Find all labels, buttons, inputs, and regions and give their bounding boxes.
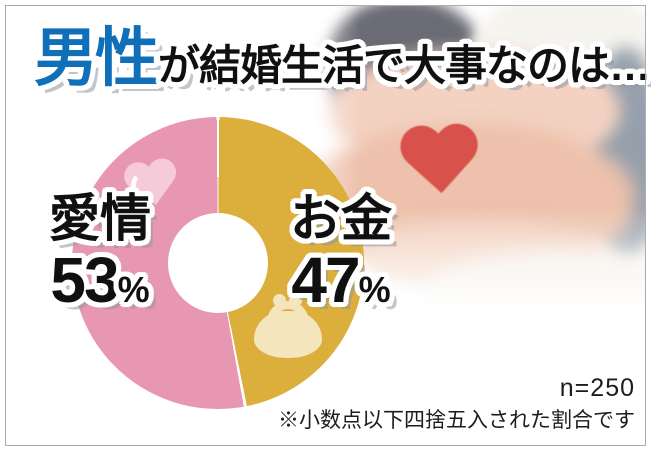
purse-body	[254, 311, 322, 358]
donut-hole	[168, 213, 268, 313]
title-highlight: 男性	[34, 22, 159, 94]
coin-purse-icon	[254, 294, 322, 358]
label-money-name: お金	[289, 190, 392, 247]
donut-chart	[72, 117, 364, 409]
title-rest: が結婚生活で大事なのは…	[158, 42, 651, 89]
sample-size: n=250	[559, 374, 635, 402]
red-heart-photo	[396, 124, 484, 202]
label-love-name: 愛情	[48, 190, 151, 247]
footnote-block: n=250 ※小数点以下四捨五入された割合です	[278, 374, 635, 434]
label-love-value: 53%	[50, 244, 150, 316]
label-love: 愛情 53%	[25, 193, 175, 312]
rounding-note: ※小数点以下四捨五入された割合です	[278, 409, 635, 432]
label-money-value: 47%	[291, 244, 391, 316]
percent-sign: %	[117, 269, 150, 310]
page-title: 男性 が結婚生活で大事なのは…	[34, 22, 651, 94]
percent-sign: %	[358, 269, 391, 310]
hands-photo	[270, 6, 645, 320]
label-money: お金 47%	[266, 193, 416, 312]
table-surface	[428, 249, 645, 320]
